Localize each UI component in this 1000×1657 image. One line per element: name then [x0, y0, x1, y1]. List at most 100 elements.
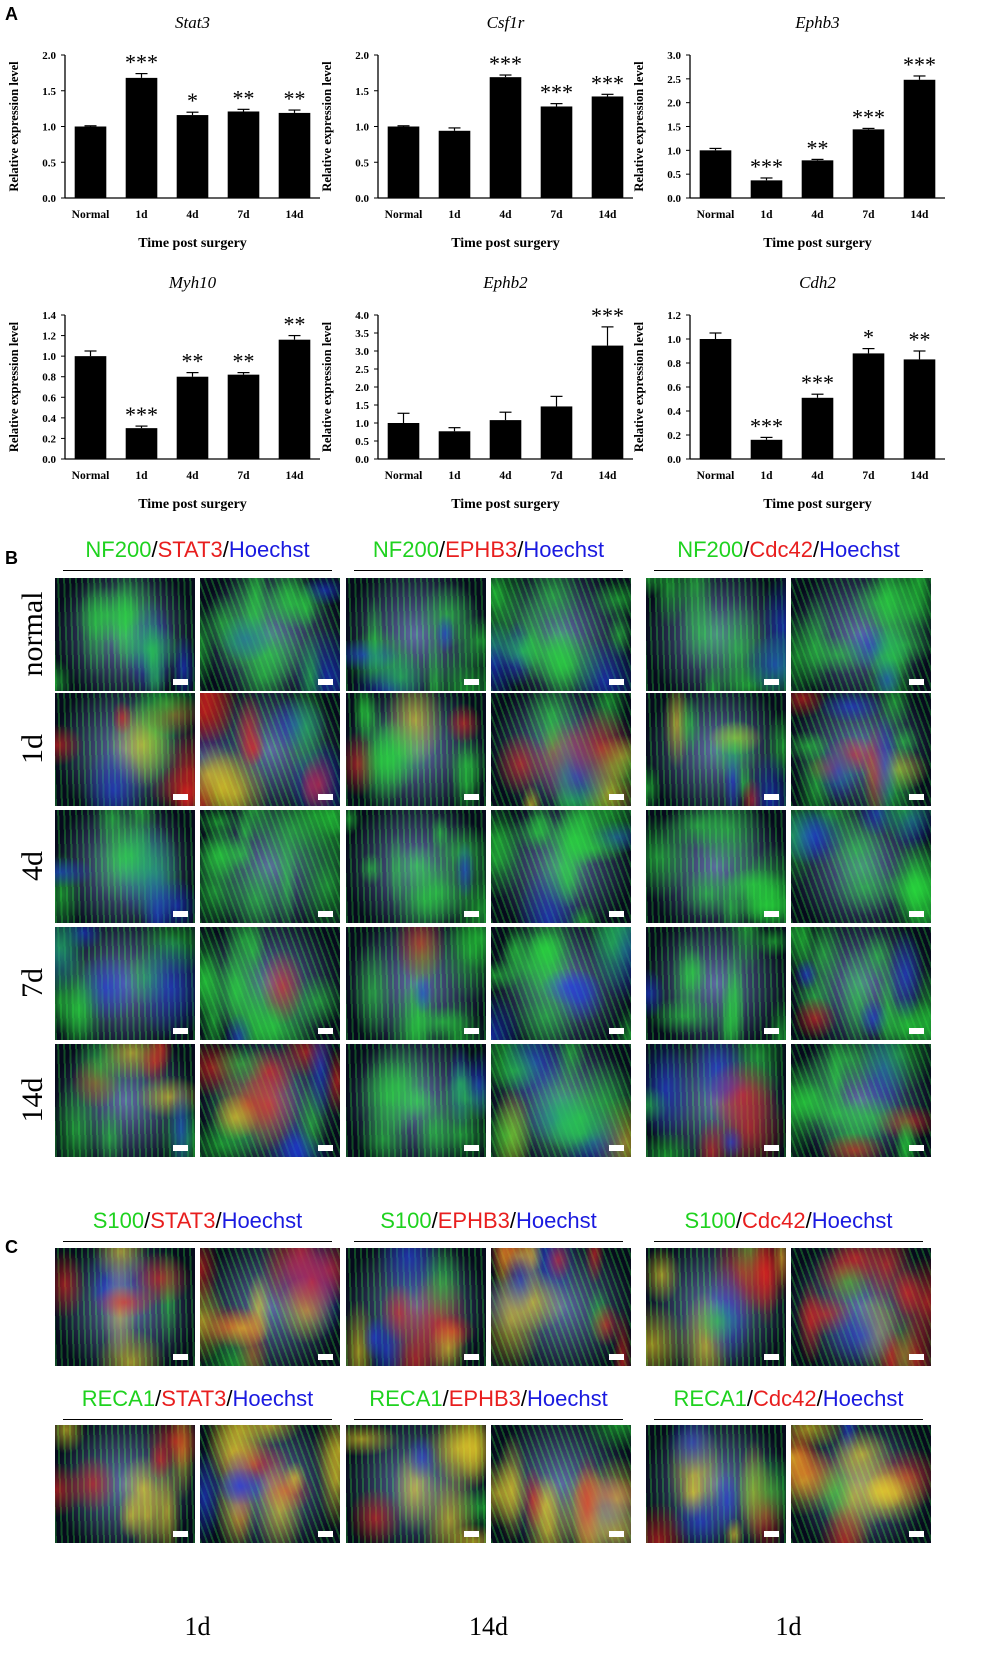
- title-sep1: /: [431, 1208, 438, 1233]
- micrograph-zoom: [791, 927, 931, 1040]
- significance-marker: **: [182, 349, 204, 374]
- y-tick-label: 2.0: [355, 50, 369, 62]
- y-tick-label: 0.5: [355, 436, 369, 448]
- scale-bar: [609, 1028, 624, 1034]
- micrograph-overview: [55, 810, 195, 923]
- micrograph-zoom: [200, 578, 340, 691]
- x-tick-label: 4d: [811, 470, 824, 482]
- title-target: STAT3: [150, 1208, 216, 1233]
- y-tick-label: 3.5: [355, 328, 369, 340]
- y-axis-label: Relative expression level: [632, 61, 646, 192]
- micrograph-overview: [646, 927, 786, 1040]
- significance-marker: **: [807, 135, 829, 160]
- scale-bar: [764, 1354, 779, 1360]
- title-sep1: /: [746, 1386, 754, 1411]
- y-tick-label: 2.5: [355, 364, 369, 376]
- significance-marker: **: [284, 86, 306, 111]
- x-tick-label: 14d: [911, 209, 930, 221]
- title-target: Cdc42: [749, 537, 813, 562]
- title-underline: [63, 1241, 332, 1242]
- title-underline: [63, 1419, 332, 1420]
- scale-bar: [318, 1028, 333, 1034]
- stain-title: RECA1/STAT3/Hoechst: [55, 1386, 340, 1412]
- micrograph-zoom: [200, 1044, 340, 1157]
- significance-marker: **: [233, 349, 255, 374]
- micrograph-zoom: [491, 927, 631, 1040]
- title-underline: [63, 570, 332, 571]
- scale-bar: [464, 794, 479, 800]
- title-stain: Hoechst: [811, 1208, 893, 1233]
- title-target: EPHB3: [448, 1386, 521, 1411]
- y-tick-label: 1.0: [42, 351, 56, 363]
- chart-2: Ephb3 0.0 0.5 1.0 1.5 2.0 2.5 3.0 Relative expre…: [632, 13, 945, 251]
- title-target: EPHB3: [445, 537, 518, 562]
- bar: [699, 339, 732, 459]
- scale-bar: [173, 1028, 188, 1034]
- scale-bar: [173, 679, 188, 685]
- row-label: 7d: [16, 967, 49, 998]
- chart-4: Ephb2 0.0 0.5 1.0 1.5 2.0 2.5 3.0 3.5 4.0 Relative…: [320, 273, 633, 512]
- x-tick-label: 4d: [186, 470, 199, 482]
- row-label: normal: [16, 591, 49, 676]
- scale-bar: [318, 1531, 333, 1537]
- bar: [176, 376, 209, 459]
- micrograph-overview: [55, 1425, 195, 1543]
- bar: [489, 77, 522, 198]
- x-tick-label: 7d: [862, 209, 875, 221]
- y-tick-label: 2.0: [42, 50, 56, 62]
- bar: [540, 106, 573, 198]
- title-sep2: /: [222, 537, 229, 562]
- micrograph-zoom: [200, 1425, 340, 1543]
- scale-bar: [909, 1354, 924, 1360]
- panel-label-b: B: [5, 548, 18, 568]
- scale-bar: [764, 1145, 779, 1151]
- row-label: 4d: [16, 850, 49, 881]
- chart-0: Stat3 0.0 0.5 1.0 1.5 2.0 Relative expression …: [7, 13, 320, 251]
- scale-bar: [609, 794, 624, 800]
- y-axis-label: Relative expression level: [7, 321, 21, 452]
- stain-title: S100/EPHB3/Hoechst: [346, 1208, 631, 1234]
- scale-bar: [173, 1531, 188, 1537]
- scale-bar: [464, 1531, 479, 1537]
- chart-title: Cdh2: [799, 273, 836, 292]
- title-sep2: /: [509, 1208, 517, 1233]
- scale-bar: [173, 1145, 188, 1151]
- timepoint-label: 1d: [775, 1612, 802, 1641]
- y-tick-label: 0.5: [42, 157, 56, 169]
- y-tick-label: 3.0: [667, 50, 681, 62]
- x-tick-label: Normal: [385, 209, 423, 221]
- x-axis-label: Time post surgery: [138, 236, 247, 251]
- scale-bar: [764, 1531, 779, 1537]
- title-sep2: /: [215, 1208, 222, 1233]
- bar: [387, 126, 420, 198]
- x-tick-label: Normal: [385, 470, 423, 482]
- chart-title: Ephb2: [482, 273, 528, 292]
- micrograph-overview: [646, 578, 786, 691]
- micrograph-overview: [346, 1425, 486, 1543]
- y-tick-label: 0.0: [355, 454, 369, 466]
- x-tick-label: 7d: [237, 470, 250, 482]
- x-axis-label: Time post surgery: [451, 236, 560, 251]
- chart-1: Csf1r 0.0 0.5 1.0 1.5 2.0 Relative expression …: [320, 13, 633, 251]
- title-sep1: /: [151, 537, 158, 562]
- title-sep1: /: [144, 1208, 151, 1233]
- scale-bar: [764, 911, 779, 917]
- x-tick-label: Normal: [72, 470, 110, 482]
- bar: [852, 353, 885, 459]
- y-tick-label: 0.0: [667, 454, 681, 466]
- scale-bar: [173, 911, 188, 917]
- scale-bar: [909, 794, 924, 800]
- title-marker: NF200: [372, 537, 439, 562]
- row-label: 14d: [16, 1077, 49, 1122]
- title-sep2: /: [517, 537, 524, 562]
- y-tick-label: 0.4: [667, 406, 681, 418]
- chart-5: Cdh2 0.0 0.2 0.4 0.6 0.8 1.0 1.2 Relative expres…: [632, 273, 945, 512]
- significance-marker: *: [863, 325, 874, 350]
- significance-marker: ***: [591, 70, 624, 95]
- timepoint-label: 14d: [469, 1612, 508, 1641]
- y-tick-label: 1.0: [667, 334, 681, 346]
- stain-title: S100/Cdc42/Hoechst: [646, 1208, 931, 1234]
- scale-bar: [173, 1354, 188, 1360]
- x-tick-label: 1d: [760, 470, 773, 482]
- title-sep2: /: [812, 537, 820, 562]
